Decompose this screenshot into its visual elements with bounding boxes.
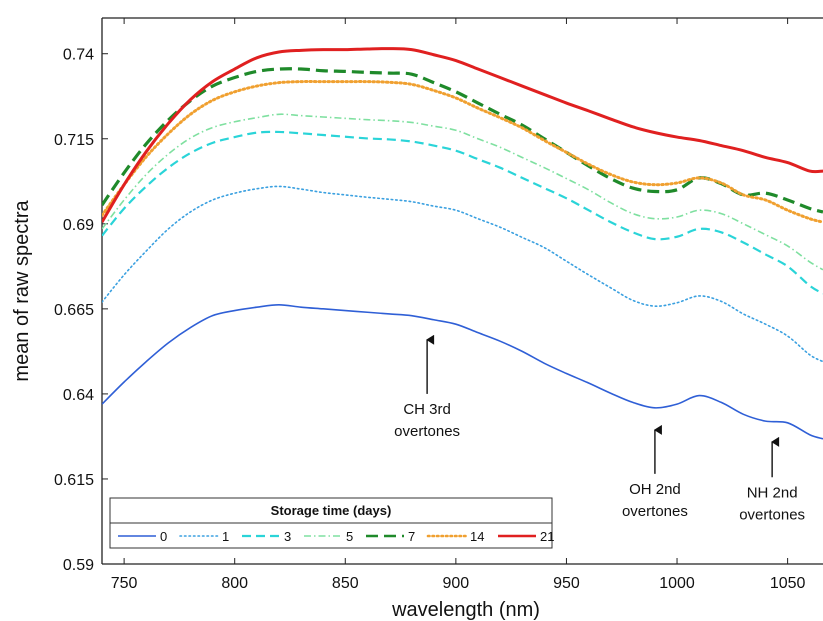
x-tick-label: 1000 [659,575,695,592]
y-tick-label: 0.715 [54,132,94,149]
y-tick-label: 0.59 [63,557,94,574]
legend-label-0: 0 [160,529,167,544]
series-line-0 [102,303,823,440]
axes-frame [101,17,823,565]
y-tick-label: 0.665 [54,302,94,319]
legend-label-7: 7 [408,529,415,544]
x-tick-label: 850 [332,575,359,592]
x-axis-label: wavelength (nm) [391,599,540,621]
x-tick-label: 900 [443,575,470,592]
legend-title: Storage time (days) [271,503,392,518]
series-line-21 [102,47,823,223]
x-tick-label: 1050 [770,575,806,592]
y-tick-label: 0.74 [63,47,94,64]
annotation-text-oh: overtones [622,503,688,520]
series-line-1 [102,185,823,363]
annotation-text-nh: overtones [739,506,805,523]
x-tick-label: 800 [221,575,248,592]
axis-ticks: 750 800 850 900 950 1000 10500.590.6150.640.66… [54,18,806,592]
annotation-text-oh: OH 2nd [629,481,681,498]
series-group [102,47,823,440]
series-line-5 [102,113,823,271]
legend-label-1: 1 [222,529,229,544]
x-tick-label: 750 [111,575,138,592]
series-line-7 [102,67,823,214]
series-line-14 [102,80,823,224]
x-tick-label: 950 [553,575,580,592]
legend-label-21: 21 [540,529,554,544]
annotation-text-nh: NH 2nd [747,484,798,501]
legend: Storage time (days) 0 1 3 5 7 14 21 [109,497,554,549]
y-tick-label: 0.615 [54,472,94,489]
legend-label-14: 14 [470,529,484,544]
y-tick-label: 0.69 [63,217,94,234]
y-tick-label: 0.64 [63,387,94,404]
annotation-text-ch: CH 3rd [403,401,451,418]
annotations-group: CH 3rd overtones OH 2nd overtones NH 2nd over… [394,334,805,523]
series-line-3 [102,130,823,295]
annotation-text-ch: overtones [394,423,460,440]
y-axis-label: mean of raw spectra [11,200,33,382]
legend-label-3: 3 [284,529,291,544]
legend-label-5: 5 [346,529,353,544]
